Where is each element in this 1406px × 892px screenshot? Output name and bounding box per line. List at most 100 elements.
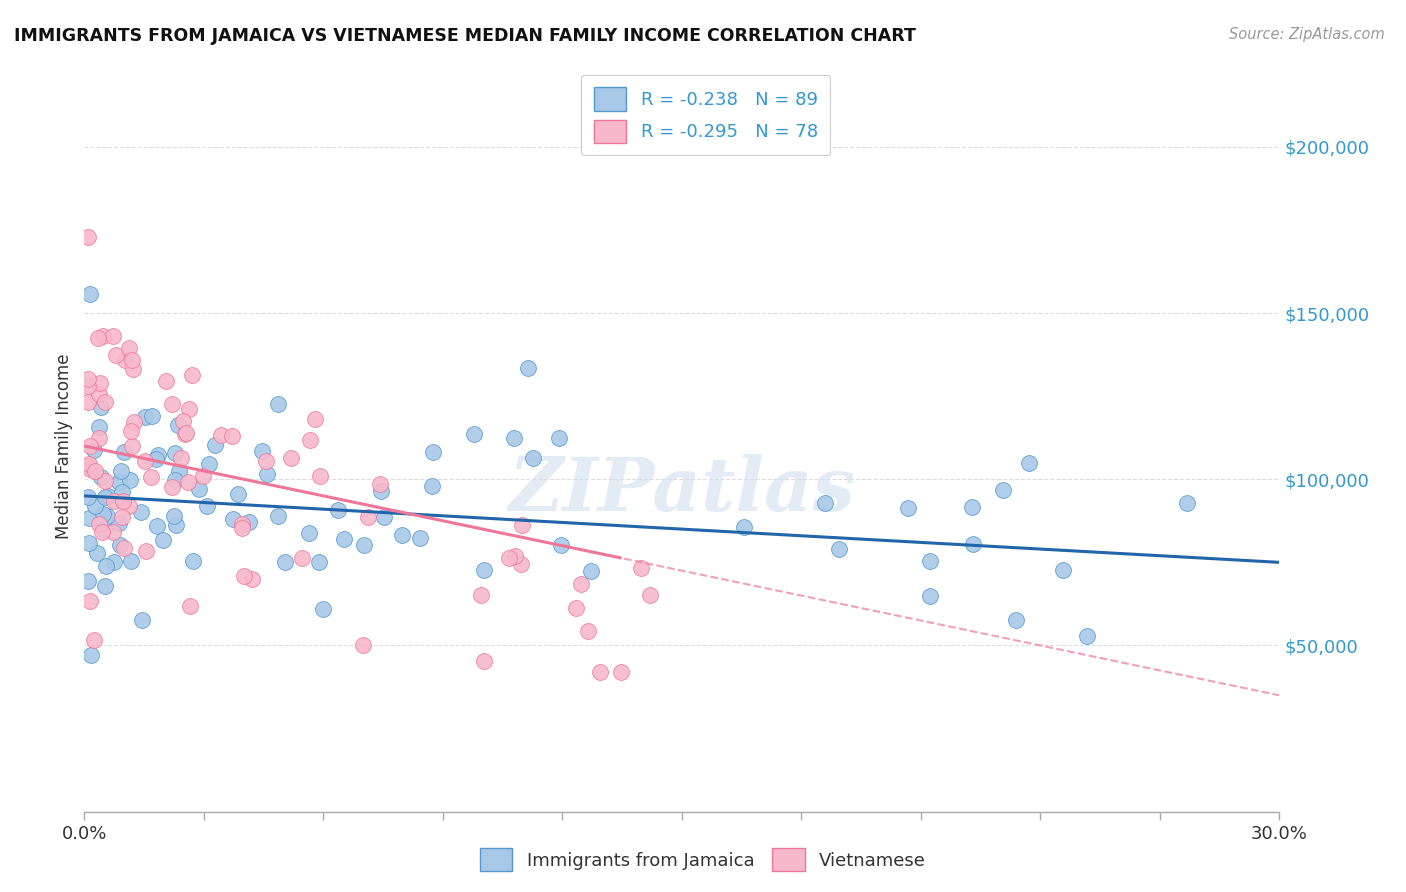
Point bbox=[181, 554, 204, 568]
Point bbox=[107, 475, 129, 490]
Point bbox=[118, 473, 141, 487]
Point bbox=[188, 482, 211, 496]
Point bbox=[328, 503, 350, 517]
Point bbox=[177, 401, 200, 416]
Point bbox=[86, 546, 108, 560]
Point bbox=[166, 417, 188, 432]
Point bbox=[120, 424, 142, 438]
Point bbox=[110, 464, 132, 478]
Point bbox=[170, 451, 193, 466]
Point bbox=[391, 528, 413, 542]
Point bbox=[503, 549, 526, 564]
Point bbox=[370, 484, 392, 499]
Point bbox=[101, 524, 124, 539]
Point bbox=[77, 395, 100, 409]
Point bbox=[79, 594, 101, 608]
Point bbox=[231, 517, 253, 532]
Point bbox=[308, 469, 330, 483]
Point bbox=[79, 287, 101, 301]
Text: ZIPatlas: ZIPatlas bbox=[509, 454, 855, 526]
Point bbox=[291, 550, 314, 565]
Point bbox=[222, 512, 245, 526]
Point bbox=[238, 515, 260, 529]
Point bbox=[1076, 630, 1098, 644]
Point bbox=[79, 439, 101, 453]
Point bbox=[77, 511, 100, 525]
Point bbox=[120, 553, 142, 567]
Point bbox=[134, 410, 156, 425]
Point bbox=[1052, 563, 1074, 577]
Point bbox=[280, 451, 302, 466]
Point bbox=[198, 457, 221, 471]
Point bbox=[209, 427, 232, 442]
Point bbox=[129, 505, 152, 519]
Point bbox=[579, 565, 602, 579]
Point bbox=[89, 431, 111, 445]
Point bbox=[165, 446, 187, 460]
Point bbox=[409, 531, 432, 545]
Point bbox=[962, 536, 984, 550]
Point bbox=[177, 475, 200, 490]
Point bbox=[110, 484, 132, 499]
Point bbox=[94, 558, 117, 573]
Point bbox=[564, 601, 586, 615]
Point bbox=[114, 353, 136, 368]
Point bbox=[1018, 456, 1040, 470]
Point bbox=[273, 555, 295, 569]
Point bbox=[121, 352, 143, 367]
Point bbox=[373, 509, 395, 524]
Point bbox=[90, 401, 112, 415]
Point bbox=[141, 409, 163, 423]
Point bbox=[298, 526, 321, 541]
Point bbox=[828, 542, 851, 557]
Point bbox=[121, 439, 143, 453]
Point bbox=[96, 508, 118, 523]
Point bbox=[118, 341, 141, 355]
Point bbox=[134, 453, 156, 467]
Point bbox=[160, 397, 183, 411]
Point bbox=[920, 554, 942, 568]
Point bbox=[77, 230, 100, 244]
Point bbox=[897, 501, 920, 516]
Point bbox=[308, 555, 330, 569]
Point bbox=[422, 445, 444, 459]
Text: Source: ZipAtlas.com: Source: ZipAtlas.com bbox=[1229, 27, 1385, 42]
Point bbox=[463, 427, 485, 442]
Point bbox=[77, 574, 100, 588]
Point bbox=[112, 494, 135, 508]
Point bbox=[103, 555, 125, 569]
Point bbox=[174, 426, 197, 441]
Point bbox=[472, 563, 495, 577]
Point bbox=[83, 500, 105, 514]
Point bbox=[638, 588, 661, 602]
Point bbox=[90, 469, 112, 483]
Point bbox=[221, 429, 243, 443]
Point bbox=[181, 368, 204, 382]
Point bbox=[89, 420, 111, 434]
Point bbox=[252, 444, 274, 458]
Point bbox=[165, 517, 187, 532]
Point bbox=[145, 452, 167, 467]
Point bbox=[93, 522, 115, 536]
Point bbox=[256, 467, 278, 482]
Point bbox=[160, 480, 183, 494]
Point bbox=[131, 613, 153, 627]
Point bbox=[352, 639, 374, 653]
Point bbox=[112, 444, 135, 458]
Point bbox=[90, 524, 112, 539]
Point bbox=[610, 665, 633, 679]
Point bbox=[101, 328, 124, 343]
Point bbox=[298, 433, 321, 447]
Point bbox=[152, 533, 174, 547]
Point bbox=[148, 449, 170, 463]
Point bbox=[77, 457, 100, 471]
Point bbox=[93, 490, 115, 504]
Point bbox=[87, 387, 110, 401]
Point bbox=[1005, 613, 1028, 627]
Point bbox=[122, 416, 145, 430]
Point bbox=[155, 374, 177, 388]
Point bbox=[121, 362, 143, 376]
Legend: Immigrants from Jamaica, Vietnamese: Immigrants from Jamaica, Vietnamese bbox=[472, 841, 934, 879]
Point bbox=[588, 665, 610, 679]
Point bbox=[472, 654, 495, 668]
